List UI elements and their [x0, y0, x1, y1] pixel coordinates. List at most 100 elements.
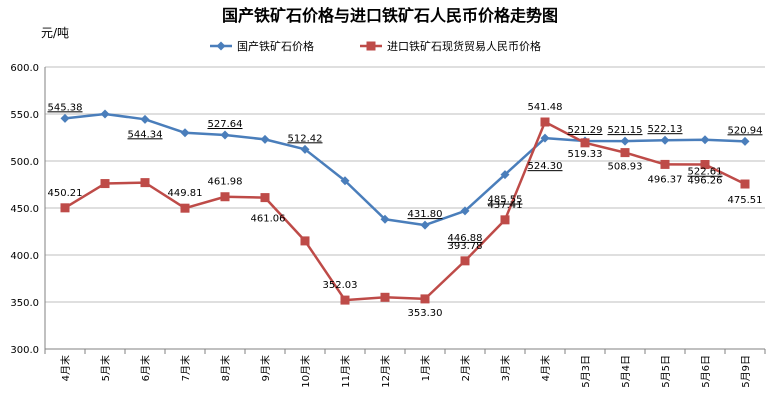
series-line — [64, 112, 746, 227]
x-tick-label: 1月末 — [419, 355, 432, 381]
data-label: 520.94 — [728, 125, 763, 136]
x-tick-label: 4月末 — [59, 355, 72, 381]
y-tick-label: 350.0 — [10, 298, 39, 309]
data-label: 521.29 — [568, 125, 603, 136]
data-point — [500, 215, 510, 225]
x-tick-label: 11月末 — [339, 355, 352, 388]
data-label: 508.93 — [608, 162, 643, 173]
data-point — [380, 292, 390, 302]
data-point — [740, 179, 750, 189]
data-point — [500, 170, 510, 180]
data-point — [660, 159, 670, 169]
data-point — [580, 138, 590, 148]
x-tick-label: 10月末 — [299, 355, 312, 388]
y-tick-label: 600.0 — [10, 63, 39, 74]
x-tick-label: 3月末 — [499, 355, 512, 381]
data-point — [660, 135, 670, 145]
chart-title: 国产铁矿石价格与进口铁矿石人民币价格走势图 — [222, 6, 558, 25]
data-point — [740, 136, 750, 146]
legend-label: 国产铁矿石价格 — [237, 39, 314, 53]
data-label: 437.41 — [488, 200, 523, 211]
data-point — [140, 178, 150, 188]
data-point — [340, 295, 350, 305]
data-label: 475.51 — [728, 195, 763, 206]
y-tick-label: 500.0 — [10, 157, 39, 168]
x-tick-label: 2月末 — [459, 355, 472, 381]
series-layer — [60, 109, 750, 305]
data-label: 496.26 — [688, 176, 723, 187]
axes: 300.0 350.0 400.0 450.0 500.0 550.0 600.0 4月末 5月… — [10, 63, 766, 388]
data-point — [620, 136, 630, 146]
x-tick-label: 5月4日 — [620, 355, 632, 388]
data-label: 545.38 — [48, 102, 83, 113]
data-label: 461.06 — [251, 214, 286, 225]
data-label: 450.21 — [48, 188, 83, 199]
data-point — [180, 203, 190, 213]
data-point — [420, 220, 430, 230]
data-label: 393.78 — [448, 241, 483, 252]
x-tick-label: 5月5日 — [660, 355, 672, 388]
data-label: 544.34 — [128, 129, 163, 140]
x-tick-label: 5月3日 — [580, 355, 592, 388]
x-tick-label: 5月6日 — [700, 355, 712, 388]
x-tick-label: 12月末 — [379, 355, 392, 388]
data-point — [100, 109, 110, 119]
series-line — [64, 120, 746, 302]
x-tick-label: 4月末 — [539, 355, 552, 381]
y-axis-label: 元/吨 — [41, 26, 69, 40]
x-tick-label: 5月末 — [99, 355, 112, 381]
data-label: 431.80 — [408, 209, 443, 220]
data-point — [260, 134, 270, 144]
data-point — [300, 236, 310, 246]
data-point — [220, 192, 230, 202]
data-point — [540, 117, 550, 127]
data-label: 353.30 — [408, 308, 443, 319]
data-label: 522.13 — [648, 124, 683, 135]
data-label: 449.81 — [168, 188, 203, 199]
x-tick-label: 5月9日 — [740, 355, 752, 388]
data-point — [140, 114, 150, 124]
data-labels: 545.38 544.34 527.64 512.42 431.80 446.88 485.… — [48, 102, 763, 319]
legend-marker — [216, 41, 226, 51]
data-point — [700, 160, 710, 170]
x-tick-label: 8月末 — [219, 355, 232, 381]
data-point — [260, 193, 270, 203]
data-label: 512.42 — [288, 133, 323, 144]
data-point — [220, 130, 230, 140]
grid-lines — [45, 66, 765, 350]
data-label: 519.33 — [568, 149, 603, 160]
data-label: 524.30 — [528, 161, 563, 172]
legend-marker — [366, 41, 376, 51]
y-tick-label: 400.0 — [10, 251, 39, 262]
data-label: 496.37 — [648, 174, 683, 185]
data-point — [300, 144, 310, 154]
y-tick-label: 300.0 — [10, 345, 39, 356]
data-label: 461.98 — [208, 177, 243, 188]
x-tick-label: 7月末 — [179, 355, 192, 381]
data-point — [340, 176, 350, 186]
data-point — [460, 256, 470, 266]
data-label: 522.61 — [688, 167, 723, 178]
y-tick-label: 450.0 — [10, 204, 39, 215]
data-point — [60, 113, 70, 123]
data-point — [460, 206, 470, 216]
y-tick-label: 550.0 — [10, 110, 39, 121]
data-point — [540, 133, 550, 143]
x-tick-label: 6月末 — [139, 355, 152, 381]
data-label: 521.15 — [608, 125, 643, 136]
data-point — [60, 203, 70, 213]
legend-label: 进口铁矿石现货贸易人民币价格 — [387, 39, 541, 53]
data-point — [100, 179, 110, 189]
data-point — [420, 294, 430, 304]
data-point — [700, 135, 710, 145]
x-tick-label: 9月末 — [259, 355, 272, 381]
data-label: 485.55 — [488, 195, 523, 206]
data-label: 352.03 — [323, 280, 358, 291]
data-point — [620, 148, 630, 158]
data-label: 541.48 — [528, 102, 563, 113]
legend: 国产铁矿石价格 进口铁矿石现货贸易人民币价格 — [210, 39, 541, 53]
data-label: 446.88 — [448, 233, 483, 244]
data-label: 527.64 — [208, 119, 243, 130]
